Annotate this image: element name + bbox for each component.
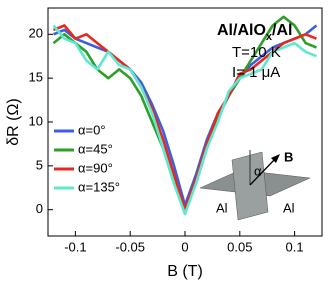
title-part: /Al: [272, 22, 292, 39]
inset: [199, 150, 311, 221]
inset-label: B: [284, 149, 293, 164]
y-tick-label: 5: [36, 157, 43, 172]
title-part: Al/AlO: [217, 22, 266, 39]
inset-arrowhead: [271, 154, 280, 163]
legend-label: α=0°: [78, 122, 106, 137]
data-line: [53, 24, 318, 207]
legend-label: α=90°: [78, 160, 113, 175]
x-axis-label: B (T): [167, 263, 203, 280]
legend-label: α=45°: [78, 141, 113, 156]
x-tick-label: -0.05: [115, 239, 145, 254]
inset-label: Al: [283, 200, 295, 215]
data-line: [52, 24, 317, 216]
annotation: I= 1 μA: [232, 64, 280, 81]
x-tick-label: -0.1: [64, 239, 86, 254]
y-tick-label: 0: [36, 201, 43, 216]
x-tick-label: 0.05: [227, 239, 252, 254]
chart-title: Al/AlOx/Al: [217, 22, 292, 43]
y-tick-label: 15: [29, 70, 43, 85]
legend-label: α=135°: [78, 179, 120, 194]
annotation: T=10 K: [232, 44, 281, 61]
inset-strip: [231, 151, 269, 221]
inset-label: α: [254, 163, 262, 178]
y-axis-label: δR (Ω): [5, 98, 22, 146]
title-part: x: [266, 31, 273, 43]
x-tick-label: 0.1: [286, 239, 304, 254]
x-tick-label: 0: [181, 239, 188, 254]
inset-label: Al: [216, 200, 228, 215]
y-tick-label: 20: [29, 26, 43, 41]
inset-arrow: [249, 157, 277, 186]
y-tick-label: 10: [29, 113, 43, 128]
